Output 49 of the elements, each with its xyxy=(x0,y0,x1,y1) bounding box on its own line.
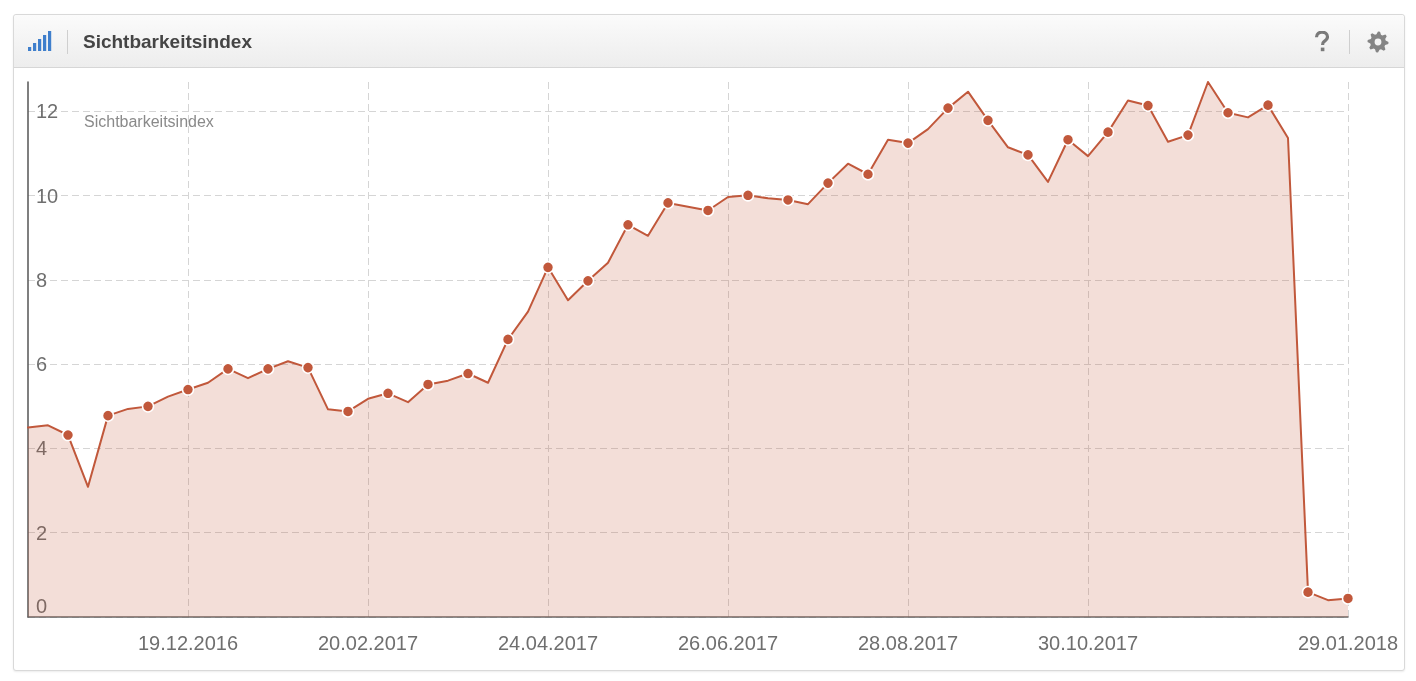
point xyxy=(781,193,795,207)
point xyxy=(1101,125,1115,139)
point xyxy=(701,204,715,217)
point xyxy=(741,189,755,202)
point xyxy=(1221,106,1235,119)
point xyxy=(621,218,635,232)
point xyxy=(381,387,395,400)
point xyxy=(941,101,955,115)
y-tick-label: 6 xyxy=(36,353,48,376)
y-tick-label: 2 xyxy=(36,521,48,544)
x-tick-label: 24.04.2017 xyxy=(497,632,599,654)
point xyxy=(1261,98,1275,112)
point xyxy=(141,400,155,413)
y-tick-label: 12 xyxy=(36,100,59,123)
annotation: Sichtbarkeitsindex xyxy=(84,112,214,130)
y-tick-label: 8 xyxy=(36,268,48,291)
point xyxy=(421,378,435,391)
y-tick-label: 0 xyxy=(36,595,48,617)
x-tick-label: 20.02.2017 xyxy=(317,632,419,654)
x-tick-label: 29.01.2018 xyxy=(1297,632,1399,654)
point xyxy=(341,405,355,418)
x-tick-label: 30.10.2017 xyxy=(1037,632,1139,654)
point xyxy=(981,114,995,127)
x-tick-label: 28.08.2017 xyxy=(857,632,959,654)
point xyxy=(901,136,915,150)
point xyxy=(1061,133,1075,146)
point xyxy=(461,367,475,380)
y-tick-label: 10 xyxy=(36,184,59,207)
point xyxy=(221,362,235,376)
point xyxy=(1341,592,1355,605)
point xyxy=(661,196,675,210)
x-tick-label: 26.06.2017 xyxy=(677,632,779,654)
point xyxy=(101,409,115,422)
point xyxy=(821,176,835,190)
point xyxy=(1141,99,1155,112)
x-tick-label: 19.12.2016 xyxy=(137,632,239,654)
point xyxy=(501,333,515,346)
point xyxy=(1301,585,1315,599)
y-tick-label: 4 xyxy=(36,437,48,460)
point xyxy=(261,362,275,376)
point xyxy=(541,261,555,274)
point xyxy=(861,168,875,181)
chart-title: Sichtbarkeitsindex xyxy=(83,30,252,54)
point xyxy=(181,383,195,396)
point xyxy=(61,428,75,442)
point xyxy=(1181,128,1195,142)
point xyxy=(581,274,595,288)
point xyxy=(1021,148,1035,162)
point xyxy=(301,361,315,374)
